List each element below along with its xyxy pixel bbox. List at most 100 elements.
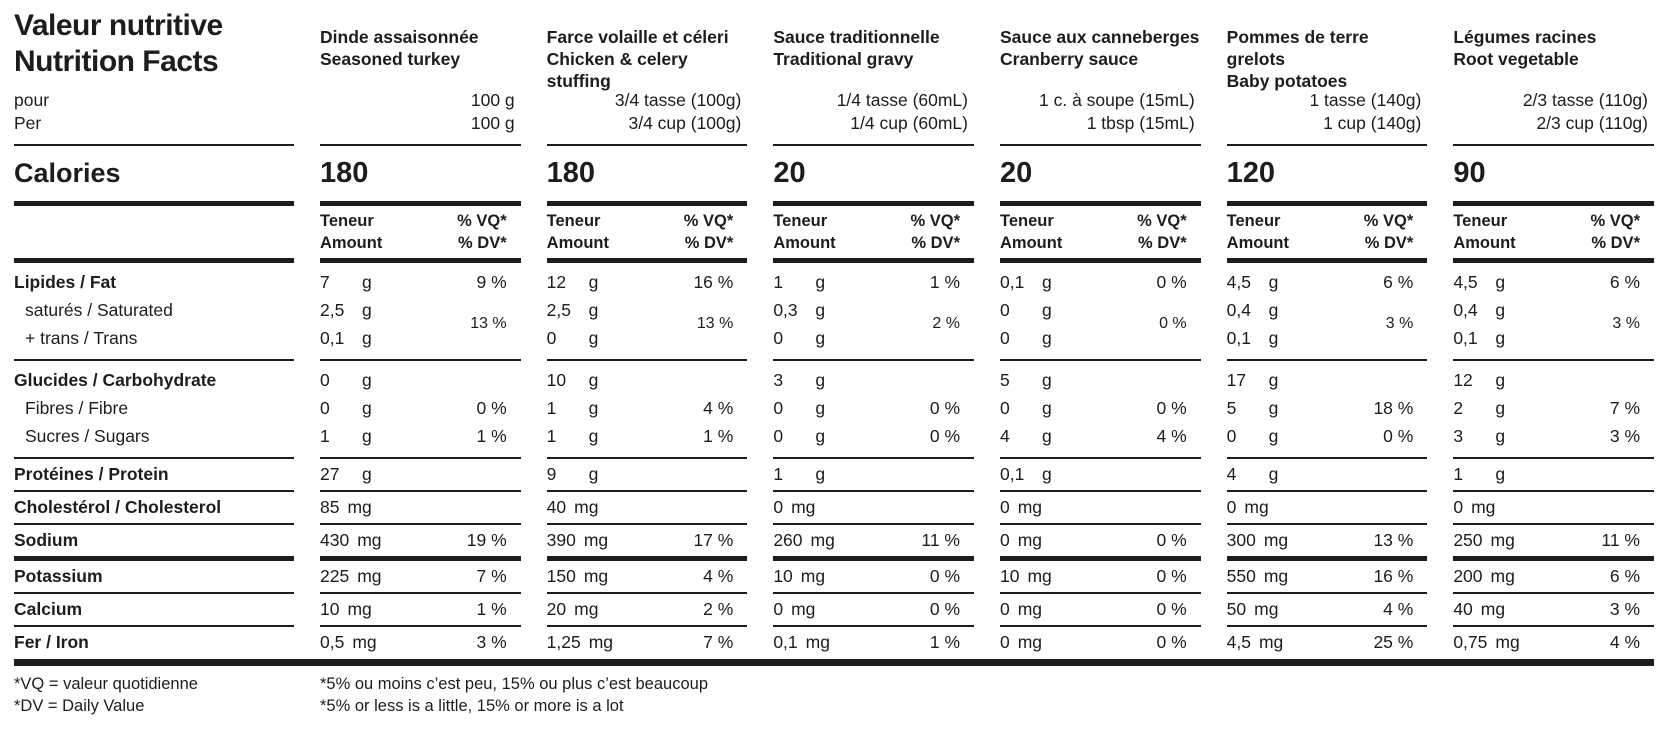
serving-size-en: 3/4 cup (100g) bbox=[628, 113, 742, 133]
calories-value: 90 bbox=[1453, 157, 1486, 189]
fibre-dv: 0 % bbox=[929, 397, 960, 418]
row-label-iron: Fer / Iron bbox=[14, 632, 89, 652]
dv-header-en: % DV* bbox=[1364, 234, 1414, 252]
dv-header-fr: % VQ* bbox=[683, 212, 734, 230]
footnote-vq-fr: *VQ = valeur quotidienne bbox=[14, 675, 198, 693]
cholesterol-row: 85 mg bbox=[320, 492, 521, 523]
calcium-unit: mg bbox=[791, 599, 816, 619]
fat-value-block: 12 g 16 % 2,5 g 0 g 13 % bbox=[547, 263, 748, 359]
calories-value: 120 bbox=[1226, 157, 1276, 189]
saturated-amount: 0 bbox=[1000, 299, 1010, 320]
saturated-row: 2,5 g bbox=[547, 296, 697, 324]
divider bbox=[1226, 523, 1428, 525]
carbohydrate-amount: 12 bbox=[1453, 369, 1473, 390]
serving-size-en: 1/4 cup (60mL) bbox=[850, 113, 968, 133]
food-name-fr: Sauce aux canneberges bbox=[1000, 27, 1200, 47]
iron-unit: mg bbox=[805, 632, 830, 652]
serving-size-fr: 1 tasse (140g) bbox=[1309, 90, 1422, 110]
calories-value: 20 bbox=[773, 157, 806, 189]
fibre-amount: 0 bbox=[320, 397, 330, 418]
divider bbox=[14, 457, 294, 459]
protein-unit: g bbox=[362, 464, 372, 484]
food-column: Sauce traditionnelle Traditional gravy 1… bbox=[773, 6, 974, 658]
serving-size-en: 1 tbsp (15mL) bbox=[1086, 113, 1195, 133]
iron-amount: 0 bbox=[1000, 632, 1010, 652]
fat-unit: g bbox=[1042, 271, 1052, 292]
protein-unit: g bbox=[588, 464, 599, 484]
sodium-amount: 260 bbox=[773, 530, 803, 550]
divider bbox=[773, 523, 974, 525]
iron-row: 0,75 mg 4 % bbox=[1453, 627, 1654, 658]
fat-value-block: 4,5 g 6 % 0,4 g 0,1 g 3 % bbox=[1453, 263, 1654, 359]
divider bbox=[546, 258, 748, 263]
sugars-dv: 1 % bbox=[703, 425, 734, 446]
sodium-unit: mg bbox=[357, 530, 382, 550]
sugars-dv: 4 % bbox=[1156, 425, 1187, 446]
protein-unit: g bbox=[1495, 464, 1506, 484]
saturated-trans-dv: 13 % bbox=[470, 315, 507, 332]
serving-size-fr: 3/4 tasse (100g) bbox=[614, 90, 742, 110]
amount-dv-header: Teneur % VQ* Amount % DV* bbox=[1000, 206, 1201, 258]
fibre-amount: 1 bbox=[546, 397, 557, 418]
divider bbox=[320, 457, 521, 459]
sodium-dv: 19 % bbox=[466, 530, 507, 550]
fibre-amount: 0 bbox=[1000, 397, 1010, 418]
fat-row: 1 g 1 % bbox=[773, 268, 974, 296]
fibre-row: 0 g 0 % bbox=[773, 394, 974, 422]
protein-row: 1 g bbox=[773, 459, 974, 490]
serving-size: 1/4 tasse (60mL) 1/4 cup (60mL) bbox=[773, 86, 974, 144]
cholesterol-unit: mg bbox=[347, 497, 372, 517]
amount-header-fr: Teneur bbox=[1226, 212, 1281, 230]
calories-value: 180 bbox=[320, 157, 369, 189]
calcium-row: 10 mg 1 % bbox=[320, 594, 521, 625]
food-column: Sauce aux canneberges Cranberry sauce 1 … bbox=[1000, 6, 1201, 658]
sugars-row: 0 g 0 % bbox=[773, 422, 974, 450]
divider bbox=[1453, 359, 1654, 361]
carbohydrate-unit: g bbox=[588, 369, 599, 390]
iron-dv: 25 % bbox=[1373, 632, 1414, 652]
protein-amount: 0,1 bbox=[1000, 464, 1025, 484]
trans-unit: g bbox=[1042, 327, 1052, 348]
potassium-row: 10 mg 0 % bbox=[773, 561, 974, 592]
serving-size-fr: 2/3 tasse (110g) bbox=[1522, 90, 1648, 110]
row-label-sugars: Sucres / Sugars bbox=[25, 425, 150, 446]
divider bbox=[773, 258, 974, 263]
trans-row: 0 g bbox=[773, 324, 932, 352]
carb-value-block: 10 g 1 g 4 % 1 g 1 % bbox=[547, 361, 748, 457]
iron-amount: 4,5 bbox=[1226, 632, 1251, 652]
footnote-pct-fr: *5% ou moins c’est peu, 15% ou plus c’es… bbox=[320, 675, 708, 693]
cholesterol-row: 0 mg bbox=[1453, 492, 1654, 523]
sodium-dv: 11 % bbox=[1601, 530, 1640, 550]
carbohydrate-amount: 17 bbox=[1226, 369, 1247, 390]
serving-size-fr: 1 c. à soupe (15mL) bbox=[1039, 90, 1195, 110]
potassium-amount: 10 bbox=[1000, 566, 1020, 586]
fibre-amount: 0 bbox=[773, 397, 784, 418]
sodium-amount: 0 bbox=[1000, 530, 1010, 550]
sugars-unit: g bbox=[1268, 425, 1279, 446]
potassium-unit: mg bbox=[1490, 566, 1515, 586]
carbohydrate-unit: g bbox=[1495, 369, 1506, 390]
potassium-dv: 6 % bbox=[1609, 566, 1640, 586]
food-name-en: Cranberry sauce bbox=[1000, 49, 1139, 69]
sugars-amount: 4 bbox=[1000, 425, 1010, 446]
potassium-unit: mg bbox=[357, 566, 382, 586]
saturated-row: 2,5 g bbox=[320, 296, 470, 324]
serving-size-en: 100 g bbox=[470, 113, 515, 133]
amount-header-fr: Teneur bbox=[320, 212, 374, 230]
iron-row: 0,1 mg 1 % bbox=[773, 627, 974, 658]
calories-row: 20 bbox=[1000, 146, 1201, 201]
trans-amount: 0,1 bbox=[1453, 327, 1478, 348]
protein-unit: g bbox=[1042, 464, 1052, 484]
amount-dv-header: Teneur % VQ* Amount % DV* bbox=[1227, 206, 1428, 258]
divider bbox=[320, 625, 521, 627]
dv-header-en: % DV* bbox=[1591, 234, 1640, 252]
divider bbox=[1000, 201, 1201, 206]
divider bbox=[1226, 359, 1428, 361]
food-name-fr: Dinde assaisonnée bbox=[320, 27, 479, 47]
divider bbox=[1226, 625, 1428, 627]
divider bbox=[773, 625, 974, 627]
fibre-amount: 2 bbox=[1453, 397, 1464, 418]
calcium-amount: 10 bbox=[320, 599, 340, 619]
serving-size-en: 2/3 cup (110g) bbox=[1536, 113, 1648, 133]
fibre-unit: g bbox=[1042, 397, 1052, 418]
